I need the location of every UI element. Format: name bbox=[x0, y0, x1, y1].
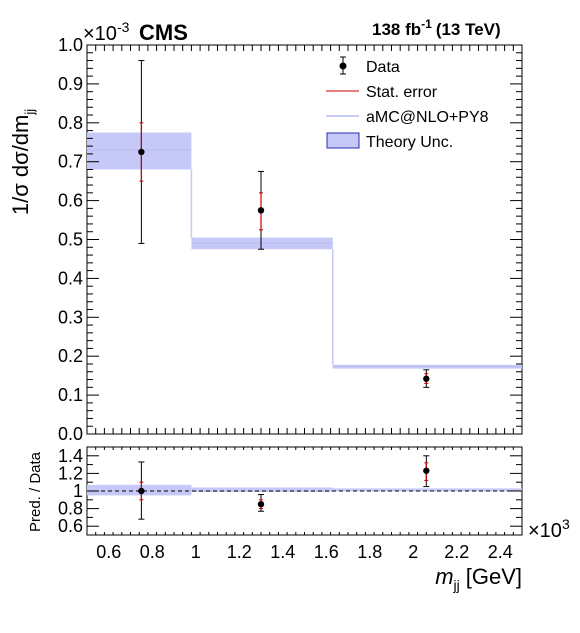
legend-data-marker bbox=[339, 62, 347, 70]
main-panel: 0.0 0.1 0.2 0.3 0.4 0.5 0.6 0.7 0.8 0.9 1.0 bbox=[58, 35, 523, 444]
x-tick-label: 0.8 bbox=[140, 542, 165, 562]
theory-band-bin-3 bbox=[332, 488, 522, 492]
x-tick-label: 0.6 bbox=[96, 542, 121, 562]
lumi-label: 138 fb-1 (13 TeV) bbox=[372, 17, 501, 39]
y-tick-label: 0.0 bbox=[58, 424, 83, 444]
legend-stat-label: Stat. error bbox=[366, 84, 438, 101]
cms-label: CMS bbox=[139, 20, 188, 45]
x-axis-title: mjj [GeV] bbox=[435, 564, 522, 593]
main-x-ticks bbox=[86, 45, 523, 434]
data-point-3 bbox=[423, 467, 430, 474]
y-tick-label: 1.0 bbox=[58, 35, 83, 55]
x-tick-label: 1.2 bbox=[227, 542, 252, 562]
main-y-axis-title: 1/σ dσ/dmjj bbox=[8, 109, 37, 215]
ratio-y-ticks: 0.60.811.21.4 bbox=[58, 446, 522, 536]
prediction-lines bbox=[87, 149, 522, 368]
x-multiplier: ×103 bbox=[528, 516, 570, 542]
y-tick-label: 0.6 bbox=[58, 191, 83, 211]
y-tick-label: 0.8 bbox=[58, 499, 83, 519]
legend-theory-box bbox=[326, 132, 360, 149]
ratio-panel: 0.60.811.21.4 0.6 0.8 1 1.2 1.4 1.6 1.8 2 2.2 2.4 bbox=[58, 446, 523, 562]
y-tick-label: 0.6 bbox=[58, 516, 83, 536]
x-tick-label: 1.6 bbox=[314, 542, 339, 562]
x-tick-label: 2.4 bbox=[488, 542, 513, 562]
y-tick-label: 1.2 bbox=[58, 463, 83, 483]
y-tick-label: 0.2 bbox=[58, 346, 83, 366]
data-point-2 bbox=[257, 501, 265, 508]
ratio-data-points bbox=[138, 455, 430, 520]
data-point-3 bbox=[423, 375, 430, 382]
y-tick-label: 0.9 bbox=[58, 74, 83, 94]
ratio-theory-bands bbox=[87, 484, 522, 496]
legend-theory-label: Theory Unc. bbox=[366, 134, 453, 151]
legend: Data Stat. error aMC@NLO+PY8 Theory Unc. bbox=[326, 56, 489, 151]
legend-mc-label: aMC@NLO+PY8 bbox=[366, 109, 489, 126]
y-multiplier: ×10-3 bbox=[83, 19, 130, 45]
x-tick-label: 1.4 bbox=[270, 542, 295, 562]
theory-band-bin-2 bbox=[191, 487, 333, 492]
main-y-ticks: 0.0 0.1 0.2 0.3 0.4 0.5 0.6 0.7 0.8 0.9 1.0 bbox=[58, 35, 522, 444]
x-tick-label: 2.2 bbox=[444, 542, 469, 562]
ratio-y-axis-title: Pred. / Data bbox=[27, 451, 44, 532]
ratio-x-ticks: 0.6 0.8 1 1.2 1.4 1.6 1.8 2 2.2 2.4 bbox=[86, 447, 523, 562]
data-points bbox=[138, 60, 430, 388]
x-tick-label: 1.8 bbox=[357, 542, 382, 562]
y-tick-label: 0.5 bbox=[58, 230, 83, 250]
y-tick-label: 0.7 bbox=[58, 152, 83, 172]
y-tick-label: 0.3 bbox=[58, 307, 83, 327]
data-point-1 bbox=[138, 487, 145, 495]
data-point-1 bbox=[138, 148, 145, 156]
y-tick-label: 0.8 bbox=[58, 113, 83, 133]
y-tick-label: 1 bbox=[73, 481, 83, 501]
data-point-2 bbox=[257, 207, 265, 214]
theory-bands bbox=[87, 132, 522, 369]
x-tick-label: 2 bbox=[408, 542, 418, 562]
x-tick-label: 1 bbox=[191, 542, 201, 562]
y-tick-label: 1.4 bbox=[58, 446, 83, 466]
y-tick-label: 0.1 bbox=[58, 385, 83, 405]
legend-data-label: Data bbox=[366, 59, 400, 76]
y-tick-label: 0.4 bbox=[58, 268, 83, 288]
